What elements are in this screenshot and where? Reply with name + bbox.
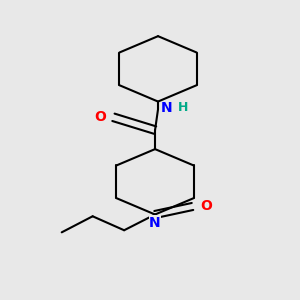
Text: H: H	[178, 101, 189, 114]
Text: O: O	[94, 110, 106, 124]
Bar	[149, 215, 161, 226]
Text: N: N	[149, 216, 161, 230]
Bar	[91, 111, 103, 123]
Text: O: O	[200, 200, 212, 214]
Text: N: N	[161, 101, 172, 115]
Bar	[163, 103, 174, 115]
Bar	[204, 200, 216, 212]
